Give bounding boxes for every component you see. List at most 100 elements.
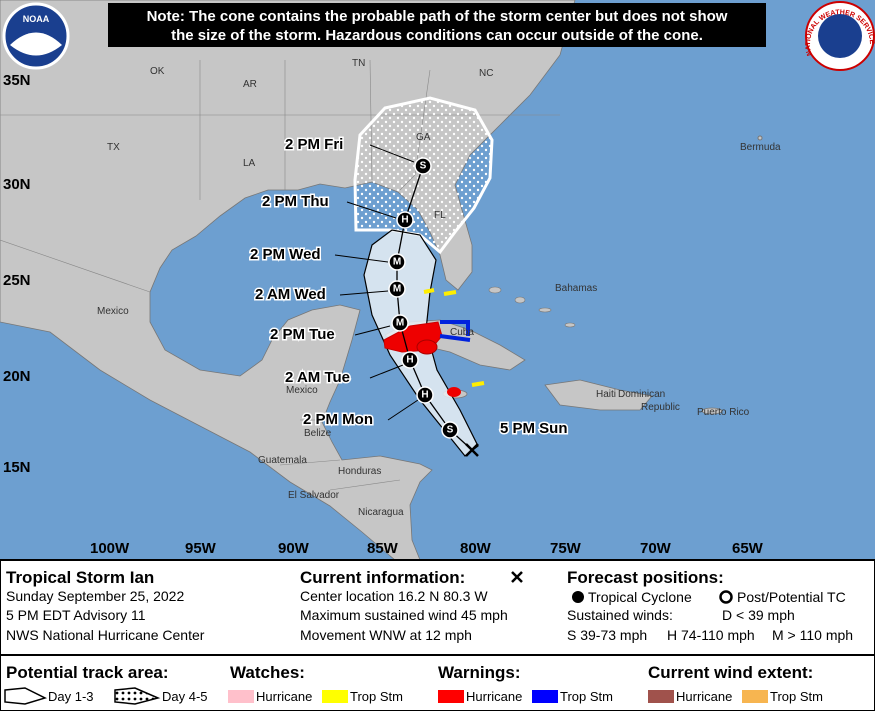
forecast-time: 2 PM Thu [262, 193, 329, 210]
latitude-label: 30N [3, 176, 31, 193]
region-label: TX [107, 142, 120, 153]
noaa-logo-bird [10, 32, 62, 56]
region-label: Bahamas [555, 283, 597, 294]
trop-storm-watch [423, 288, 485, 387]
hurricane-warning-swatch [438, 690, 464, 703]
storm-name: Tropical Storm Ian [6, 568, 154, 587]
sustained-title: Sustained winds: [567, 607, 673, 623]
leader-line [369, 144, 415, 163]
current-info-line: Center location 16.2 N 80.3 W [300, 588, 488, 604]
storm-center: NWS National Hurricane Center [6, 627, 205, 643]
forecast-time: 2 PM Wed [250, 246, 321, 263]
marker-letter: M [393, 284, 401, 295]
forecast-time: 2 PM Mon [303, 411, 373, 428]
longitude-label: 70W [640, 540, 672, 557]
watch-label: Hurricane [256, 689, 312, 704]
forecast-time: 2 AM Tue [285, 369, 350, 386]
region-label: Belize [304, 428, 332, 439]
wind-title: Current wind extent: [648, 663, 813, 682]
hispaniola [544, 379, 653, 411]
region-label: Republic [641, 402, 680, 413]
ts-warning-swatch [532, 690, 558, 703]
longitude-label: 90W [278, 540, 310, 557]
ts-watch-swatch [322, 690, 348, 703]
leader-line [339, 290, 389, 296]
wind-class: M > 110 mph [772, 627, 853, 643]
current-symbol [511, 571, 523, 583]
marker-letter: M [393, 257, 401, 268]
day13-swatch [4, 687, 48, 705]
longitude-label: 80W [460, 540, 492, 557]
current-info-line: Maximum sustained wind 45 mph [300, 607, 508, 623]
region-label: Cuba [450, 327, 474, 338]
wind-class: H 74-110 mph [667, 627, 755, 643]
marker-letter: H [406, 355, 413, 366]
region-label: GA [416, 132, 431, 143]
forecast-marker [396, 211, 414, 229]
marker-letter: H [421, 390, 428, 401]
leader-line [346, 201, 397, 219]
bermuda [757, 135, 763, 141]
info-panel [0, 559, 875, 712]
forecast-marker [388, 253, 406, 271]
warning-label: Hurricane [466, 689, 522, 704]
region-label: FL [434, 210, 446, 221]
marker-letter: M [396, 318, 404, 329]
hurricane-watch-swatch [228, 690, 254, 703]
wind-class: S 39-73 mph [567, 627, 647, 643]
warnings-title: Warnings: [438, 663, 520, 682]
nws-logo-center [818, 14, 862, 58]
region-label: NC [479, 68, 493, 79]
current-info-title: Current information: [300, 568, 465, 587]
track-title: Potential track area: [6, 663, 169, 682]
leader-line [387, 399, 419, 421]
latitude-label: 15N [3, 459, 31, 476]
puerto-rico [701, 407, 723, 415]
longitude-label: 65W [732, 540, 764, 557]
watches-title: Watches: [230, 663, 305, 682]
ptc-label: Post/Potential TC [737, 589, 846, 605]
noaa-logo-text: NOAA [23, 14, 50, 24]
trop-storm-warning [439, 320, 471, 342]
latitude-label: 20N [3, 368, 31, 385]
hurricane-warning [447, 387, 461, 397]
wind-label: Hurricane [676, 689, 732, 704]
region-label: Puerto Rico [697, 407, 750, 418]
region-label: LA [243, 158, 256, 169]
note-line: the size of the storm. Hazardous conditi… [171, 27, 703, 44]
forecast-marker [414, 157, 432, 175]
longitude-label: 75W [550, 540, 582, 557]
longitude-label: 100W [90, 540, 130, 557]
day13-label: Day 1-3 [48, 689, 94, 704]
forecast-marker [388, 280, 406, 298]
cone-day-4-5 [353, 96, 494, 255]
ts-wind-swatch [742, 690, 768, 703]
bahamas [488, 286, 576, 328]
watch-label: Trop Stm [350, 689, 403, 704]
tc-symbol [572, 591, 584, 603]
longitude-label: 95W [185, 540, 217, 557]
region-label: Bermuda [740, 142, 781, 153]
region-label: TN [352, 58, 365, 69]
warning-label: Trop Stm [560, 689, 613, 704]
region-label: Guatemala [258, 455, 307, 466]
forecast-time: 5 PM Sun [500, 420, 568, 437]
leader-line [334, 254, 389, 263]
region-label: AR [243, 79, 257, 90]
current-info-line: Movement WNW at 12 mph [300, 627, 472, 643]
region-label: El Salvador [288, 490, 340, 501]
region-label: Honduras [338, 466, 381, 477]
forecast-marker [401, 351, 419, 369]
day45-label: Day 4-5 [162, 689, 208, 704]
note-box [108, 3, 766, 47]
latitude-label: 25N [3, 272, 31, 289]
hurricane-warning [416, 339, 438, 355]
region-label: OK [150, 66, 165, 77]
region-label: Haiti [596, 389, 616, 400]
forecast-time: 2 PM Fri [285, 136, 343, 153]
hurricane-wind-swatch [648, 690, 674, 703]
storm-advisory: 5 PM EDT Advisory 11 [6, 607, 146, 623]
longitude-label: 85W [367, 540, 399, 557]
wind-class: D < 39 mph [722, 607, 795, 623]
forecast-marker [416, 386, 434, 404]
